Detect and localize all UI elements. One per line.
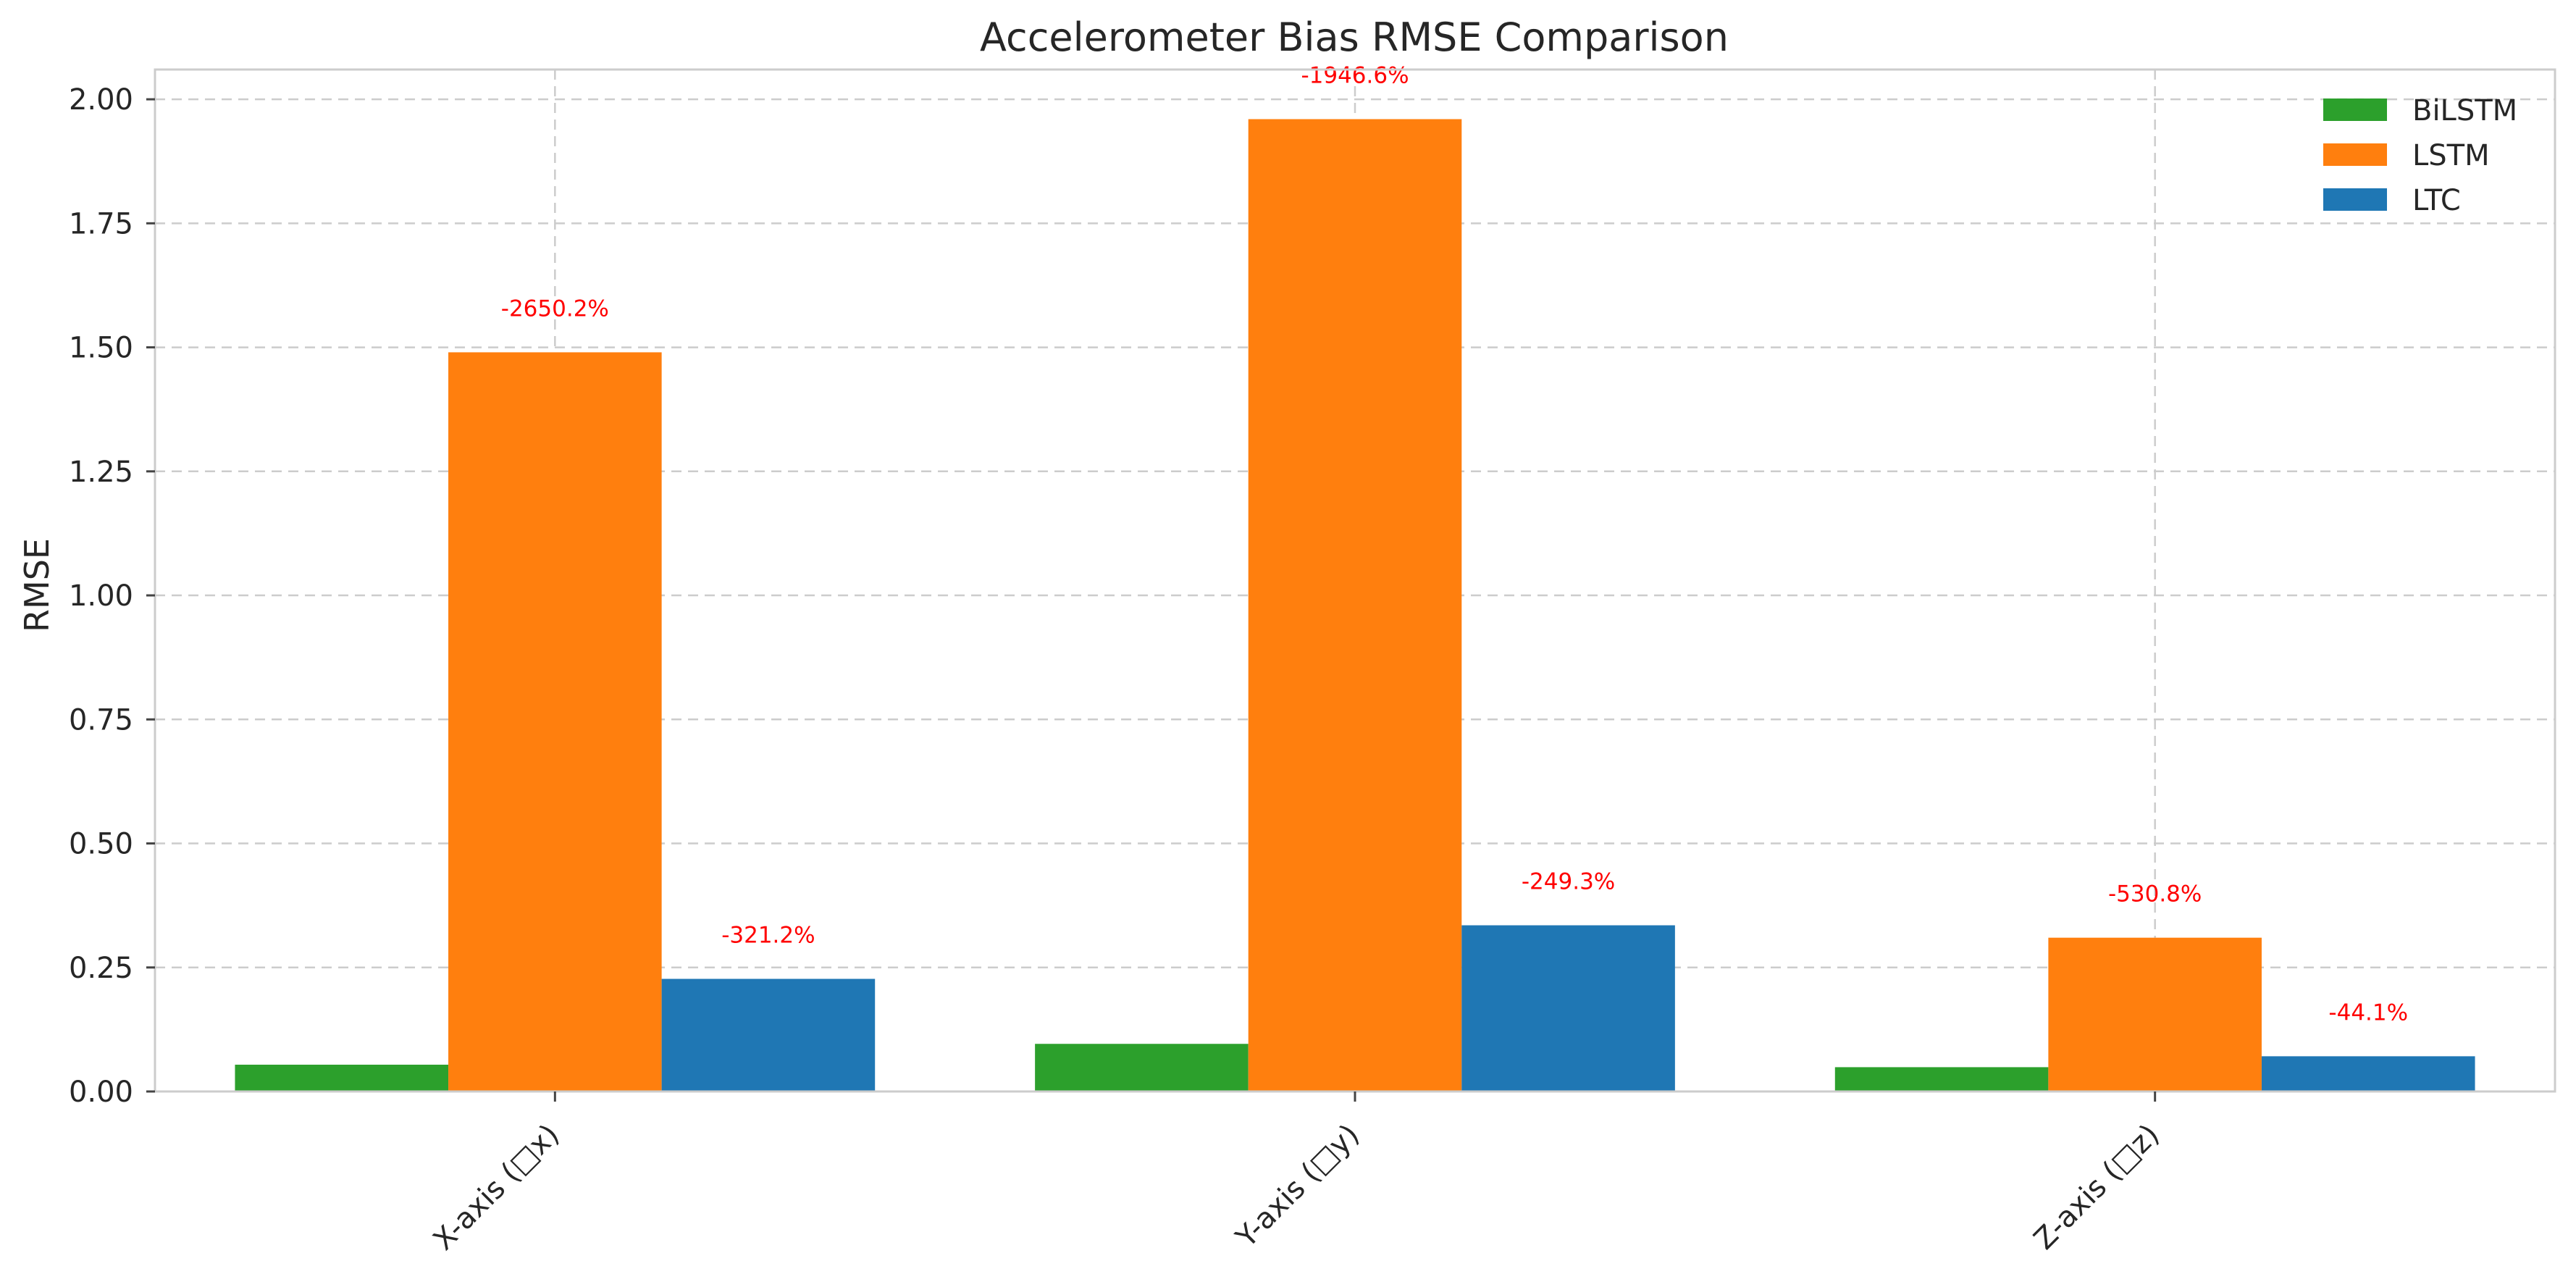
- data-label: -44.1%: [2328, 999, 2408, 1026]
- data-labels: -2650.2% -1946.6% -530.8% -321.2% -249.3% -44…: [501, 62, 2408, 1026]
- data-label: -321.2%: [721, 923, 815, 949]
- y-axis: 0.00 0.25 0.50 0.75 1.00 1.25 1.50 1.75 2.00: [69, 83, 155, 1109]
- y-tick-label: 0.75: [69, 703, 133, 737]
- legend-label-bilstm: BiLSTM: [2412, 94, 2517, 127]
- y-tick-label: 1.75: [69, 207, 133, 240]
- bar-bilstm-2: [1834, 1067, 2049, 1091]
- data-label: -2650.2%: [501, 296, 609, 322]
- legend-swatch-ltc: [2323, 188, 2387, 211]
- bar-ltc-0: [661, 978, 876, 1091]
- bar-ltc-2: [2261, 1056, 2475, 1091]
- data-label: -1946.6%: [1301, 62, 1409, 88]
- legend: BiLSTM LSTM LTC: [2323, 94, 2517, 217]
- legend-label-lstm: LSTM: [2412, 139, 2490, 172]
- y-axis-label: RMSE: [17, 538, 56, 632]
- y-tick-label: 0.50: [69, 828, 133, 861]
- y-tick-label: 0.25: [69, 952, 133, 985]
- legend-swatch-bilstm: [2323, 99, 2387, 121]
- y-tick-label: 1.50: [69, 332, 133, 365]
- bar-bilstm-1: [1035, 1044, 1249, 1091]
- y-tick-label: 1.00: [69, 579, 133, 613]
- bars: [235, 119, 2475, 1092]
- y-tick-label: 2.00: [69, 83, 133, 117]
- bar-ltc-1: [1461, 925, 1675, 1091]
- chart-title: Accelerometer Bias RMSE Comparison: [980, 14, 1729, 60]
- bar-lstm-2: [2048, 937, 2262, 1091]
- y-tick-label: 0.00: [69, 1076, 133, 1109]
- legend-swatch-lstm: [2323, 143, 2387, 166]
- data-label: -249.3%: [1522, 869, 1615, 895]
- bar-bilstm-0: [235, 1065, 449, 1091]
- y-tick-label: 1.25: [69, 456, 133, 489]
- bar-lstm-1: [1248, 119, 1462, 1092]
- bar-lstm-0: [448, 352, 662, 1091]
- data-label: -530.8%: [2108, 881, 2202, 908]
- legend-label-ltc: LTC: [2412, 184, 2461, 217]
